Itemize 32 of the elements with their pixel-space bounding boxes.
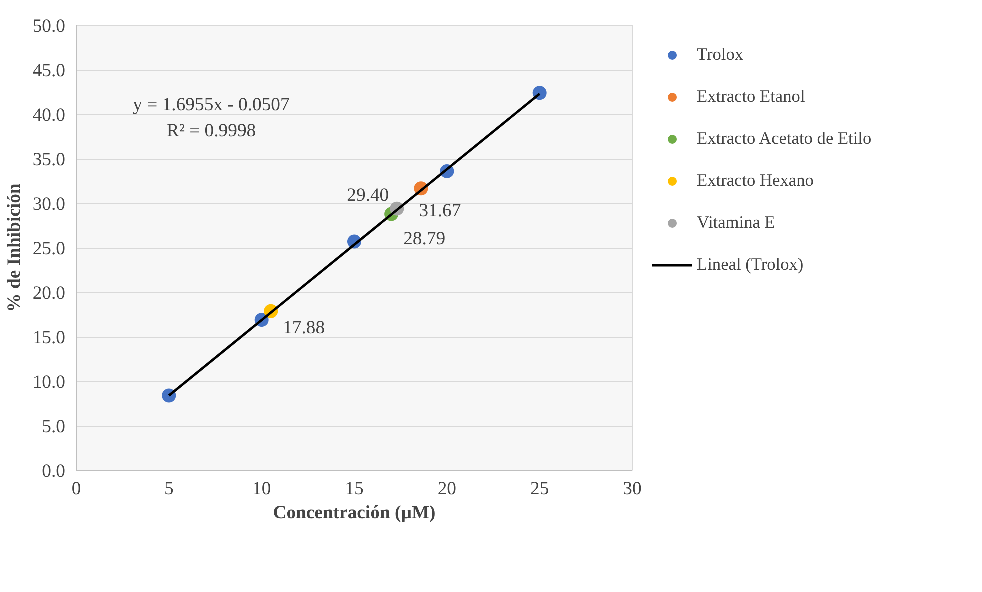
- legend-label: Trolox: [697, 45, 744, 65]
- x-tick-label: 0: [72, 478, 82, 500]
- legend-label: Extracto Acetato de Etilo: [697, 129, 872, 149]
- data-label: 31.67: [419, 200, 462, 222]
- y-tick-label: 20.0: [32, 283, 66, 304]
- y-tick-label: 0.0: [42, 461, 66, 482]
- x-tick-label: 15: [345, 478, 364, 500]
- x-tick-label: 25: [530, 478, 550, 500]
- y-tick-label: 10.0: [32, 372, 66, 393]
- x-tick-label: 10: [252, 478, 272, 500]
- annotation: R² = 0.9998: [166, 120, 256, 142]
- data-label: 17.88: [283, 317, 326, 338]
- legend-label: Extracto Hexano: [697, 171, 814, 191]
- y-tick-label: 5.0: [42, 416, 66, 438]
- legend-label: Extracto Etanol: [697, 87, 806, 107]
- annotation: y = 1.6955x - 0.0507: [133, 94, 290, 116]
- y-tick-label: 25.0: [32, 238, 66, 260]
- y-tick-label: 40.0: [32, 105, 66, 126]
- y-tick-label: 15.0: [32, 328, 66, 348]
- data-label: 29.40: [347, 184, 390, 206]
- y-tick-label: 45.0: [32, 60, 66, 82]
- x-tick-label: 30: [623, 478, 642, 500]
- x-tick-label: 5: [164, 478, 174, 500]
- y-tick-label: 50.0: [32, 16, 66, 37]
- y-tick-label: 30.0: [32, 194, 66, 215]
- legend-label: Vitamina E: [697, 213, 776, 233]
- y-tick-label: 35.0: [32, 150, 66, 170]
- x-tick-label: 20: [438, 478, 456, 500]
- x-axis-title: Concentración (µM): [273, 502, 436, 524]
- y-axis-title: % de Inhibición: [4, 183, 25, 312]
- legend-label: Lineal (Trolox): [697, 255, 804, 275]
- data-label: 28.79: [404, 228, 446, 250]
